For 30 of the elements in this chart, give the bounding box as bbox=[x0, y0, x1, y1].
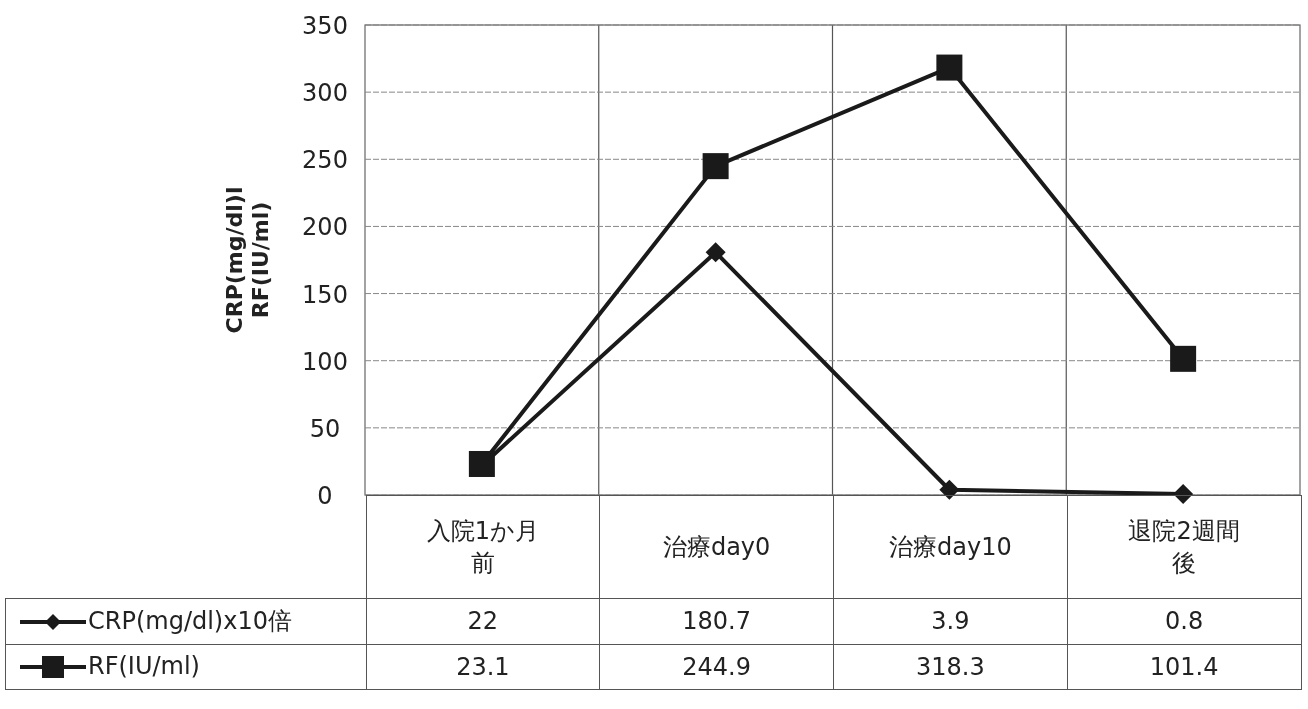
legend-label: RF(IU/ml) bbox=[88, 652, 200, 680]
data-label: 244.9 bbox=[599, 644, 834, 689]
point bbox=[936, 54, 963, 81]
y-tick-label: 100 bbox=[302, 347, 348, 376]
y-tick-label: 0 bbox=[317, 482, 333, 510]
y-axis-title: CRP(mg/dl)l RF(IU/ml) bbox=[222, 186, 273, 334]
y-tick-label: 200 bbox=[302, 213, 348, 242]
legend-label: CRP(mg/dl)x10倍 bbox=[88, 607, 292, 635]
data-label: 23.1 bbox=[366, 644, 600, 689]
y-tick-label: 50 bbox=[309, 414, 341, 443]
y-tick-label: 250 bbox=[302, 146, 348, 175]
x-tick-label: 治療day0 bbox=[599, 495, 834, 598]
y-tick-label: 300 bbox=[302, 79, 348, 108]
data-label: 3.9 bbox=[833, 598, 1068, 644]
x-tick-label: 治療day10 bbox=[833, 495, 1068, 598]
point bbox=[1170, 345, 1197, 372]
point bbox=[702, 153, 729, 180]
data-label: 180.7 bbox=[599, 598, 834, 644]
point bbox=[939, 479, 960, 500]
point bbox=[468, 450, 495, 477]
point bbox=[1173, 483, 1194, 504]
data-label: 101.4 bbox=[1067, 644, 1301, 689]
y-tick-label: 150 bbox=[302, 280, 348, 309]
data-label: 22 bbox=[366, 598, 600, 644]
data-label: 0.8 bbox=[1067, 598, 1301, 644]
x-tick-label: 入院1か月前 bbox=[366, 495, 600, 598]
point bbox=[705, 242, 726, 263]
x-tick-label: 退院2週間後 bbox=[1067, 495, 1301, 598]
y-tick-label: 350 bbox=[302, 12, 348, 40]
data-label: 318.3 bbox=[833, 644, 1068, 689]
